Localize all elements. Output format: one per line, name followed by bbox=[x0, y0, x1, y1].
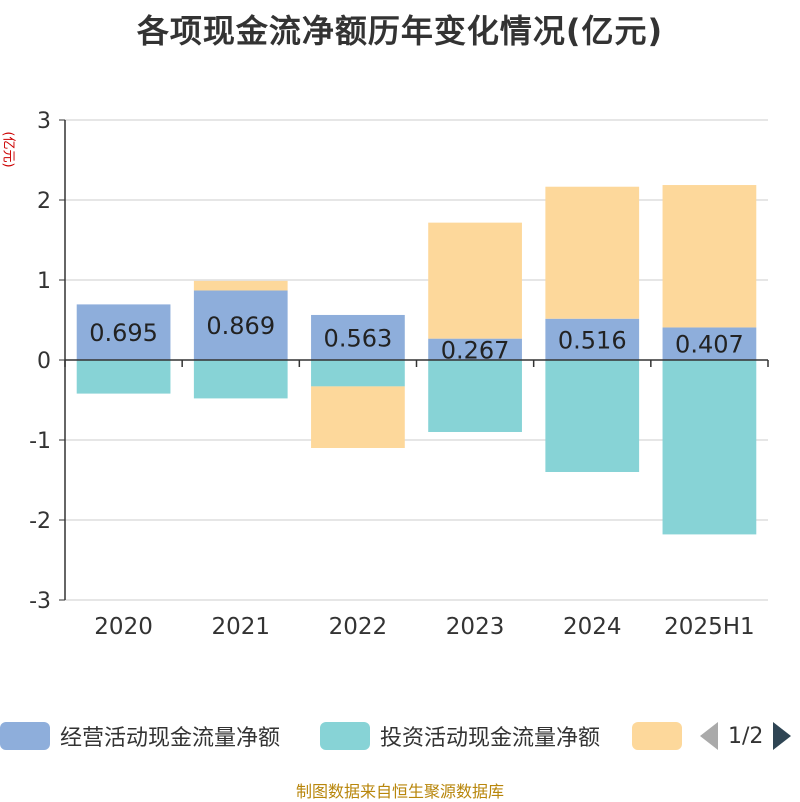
data-label: 0.516 bbox=[558, 326, 627, 354]
bar-investing bbox=[662, 360, 757, 535]
x-tick-label: 2024 bbox=[563, 614, 622, 640]
x-tick-label: 2022 bbox=[329, 614, 388, 640]
data-label: 0.407 bbox=[675, 331, 744, 359]
bar-investing bbox=[428, 360, 522, 432]
y-tick-label: -3 bbox=[29, 589, 51, 614]
bar-operating bbox=[545, 318, 640, 360]
legend-label-investing: 投资活动现金流量净额 bbox=[380, 726, 601, 751]
legend-page-indicator: 1/2 bbox=[728, 723, 764, 749]
prev-page-icon[interactable] bbox=[700, 722, 718, 750]
next-page-icon[interactable] bbox=[773, 722, 792, 750]
bar-operating bbox=[76, 304, 171, 360]
bar-operating bbox=[311, 314, 405, 360]
legend-item-investing[interactable]: 投资活动现金流量净额 bbox=[320, 720, 600, 752]
legend-swatch-operating bbox=[0, 722, 50, 750]
bar-financing bbox=[662, 185, 757, 328]
x-tick-label: 2021 bbox=[211, 614, 270, 640]
data-label: 0.695 bbox=[89, 319, 158, 347]
legend: 经营活动现金流量净额 投资活动现金流量净额 1/2 bbox=[0, 716, 800, 756]
y-tick-label: 1 bbox=[37, 269, 51, 294]
bar-investing bbox=[193, 360, 288, 399]
bar-investing bbox=[311, 360, 405, 387]
bar-financing bbox=[311, 386, 405, 448]
bar-operating bbox=[193, 290, 288, 360]
x-tick-label: 2020 bbox=[94, 614, 153, 640]
bar-financing bbox=[193, 280, 288, 291]
y-tick-label: 2 bbox=[37, 189, 51, 214]
bar-financing bbox=[545, 186, 640, 319]
y-tick-label: 0 bbox=[37, 349, 51, 374]
chart-title: 各项现金流净额历年变化情况(亿元) bbox=[136, 12, 664, 50]
bar-operating bbox=[662, 327, 757, 360]
legend-item-operating[interactable]: 经营活动现金流量净额 bbox=[0, 720, 280, 752]
y-tick-label: -2 bbox=[29, 509, 51, 534]
data-source-footer: 制图数据来自恒生聚源数据库 bbox=[295, 782, 504, 801]
y-tick-label: 3 bbox=[37, 109, 51, 134]
legend-label-operating: 经营活动现金流量净额 bbox=[60, 726, 281, 751]
data-label: 0.563 bbox=[324, 324, 393, 352]
bar-investing bbox=[545, 360, 640, 472]
legend-swatch-financing bbox=[632, 722, 682, 750]
x-tick-label: 2023 bbox=[446, 614, 505, 640]
legend-pager: 1/2 bbox=[700, 720, 792, 752]
x-tick-label: 2025H1 bbox=[664, 614, 754, 640]
y-tick-label: -1 bbox=[29, 429, 51, 454]
legend-item-financing[interactable] bbox=[632, 720, 682, 752]
legend-swatch-investing bbox=[320, 722, 370, 750]
bar-investing bbox=[76, 360, 171, 394]
data-label: 0.869 bbox=[206, 312, 275, 340]
bar-operating bbox=[428, 338, 522, 360]
bar-financing bbox=[428, 222, 522, 339]
